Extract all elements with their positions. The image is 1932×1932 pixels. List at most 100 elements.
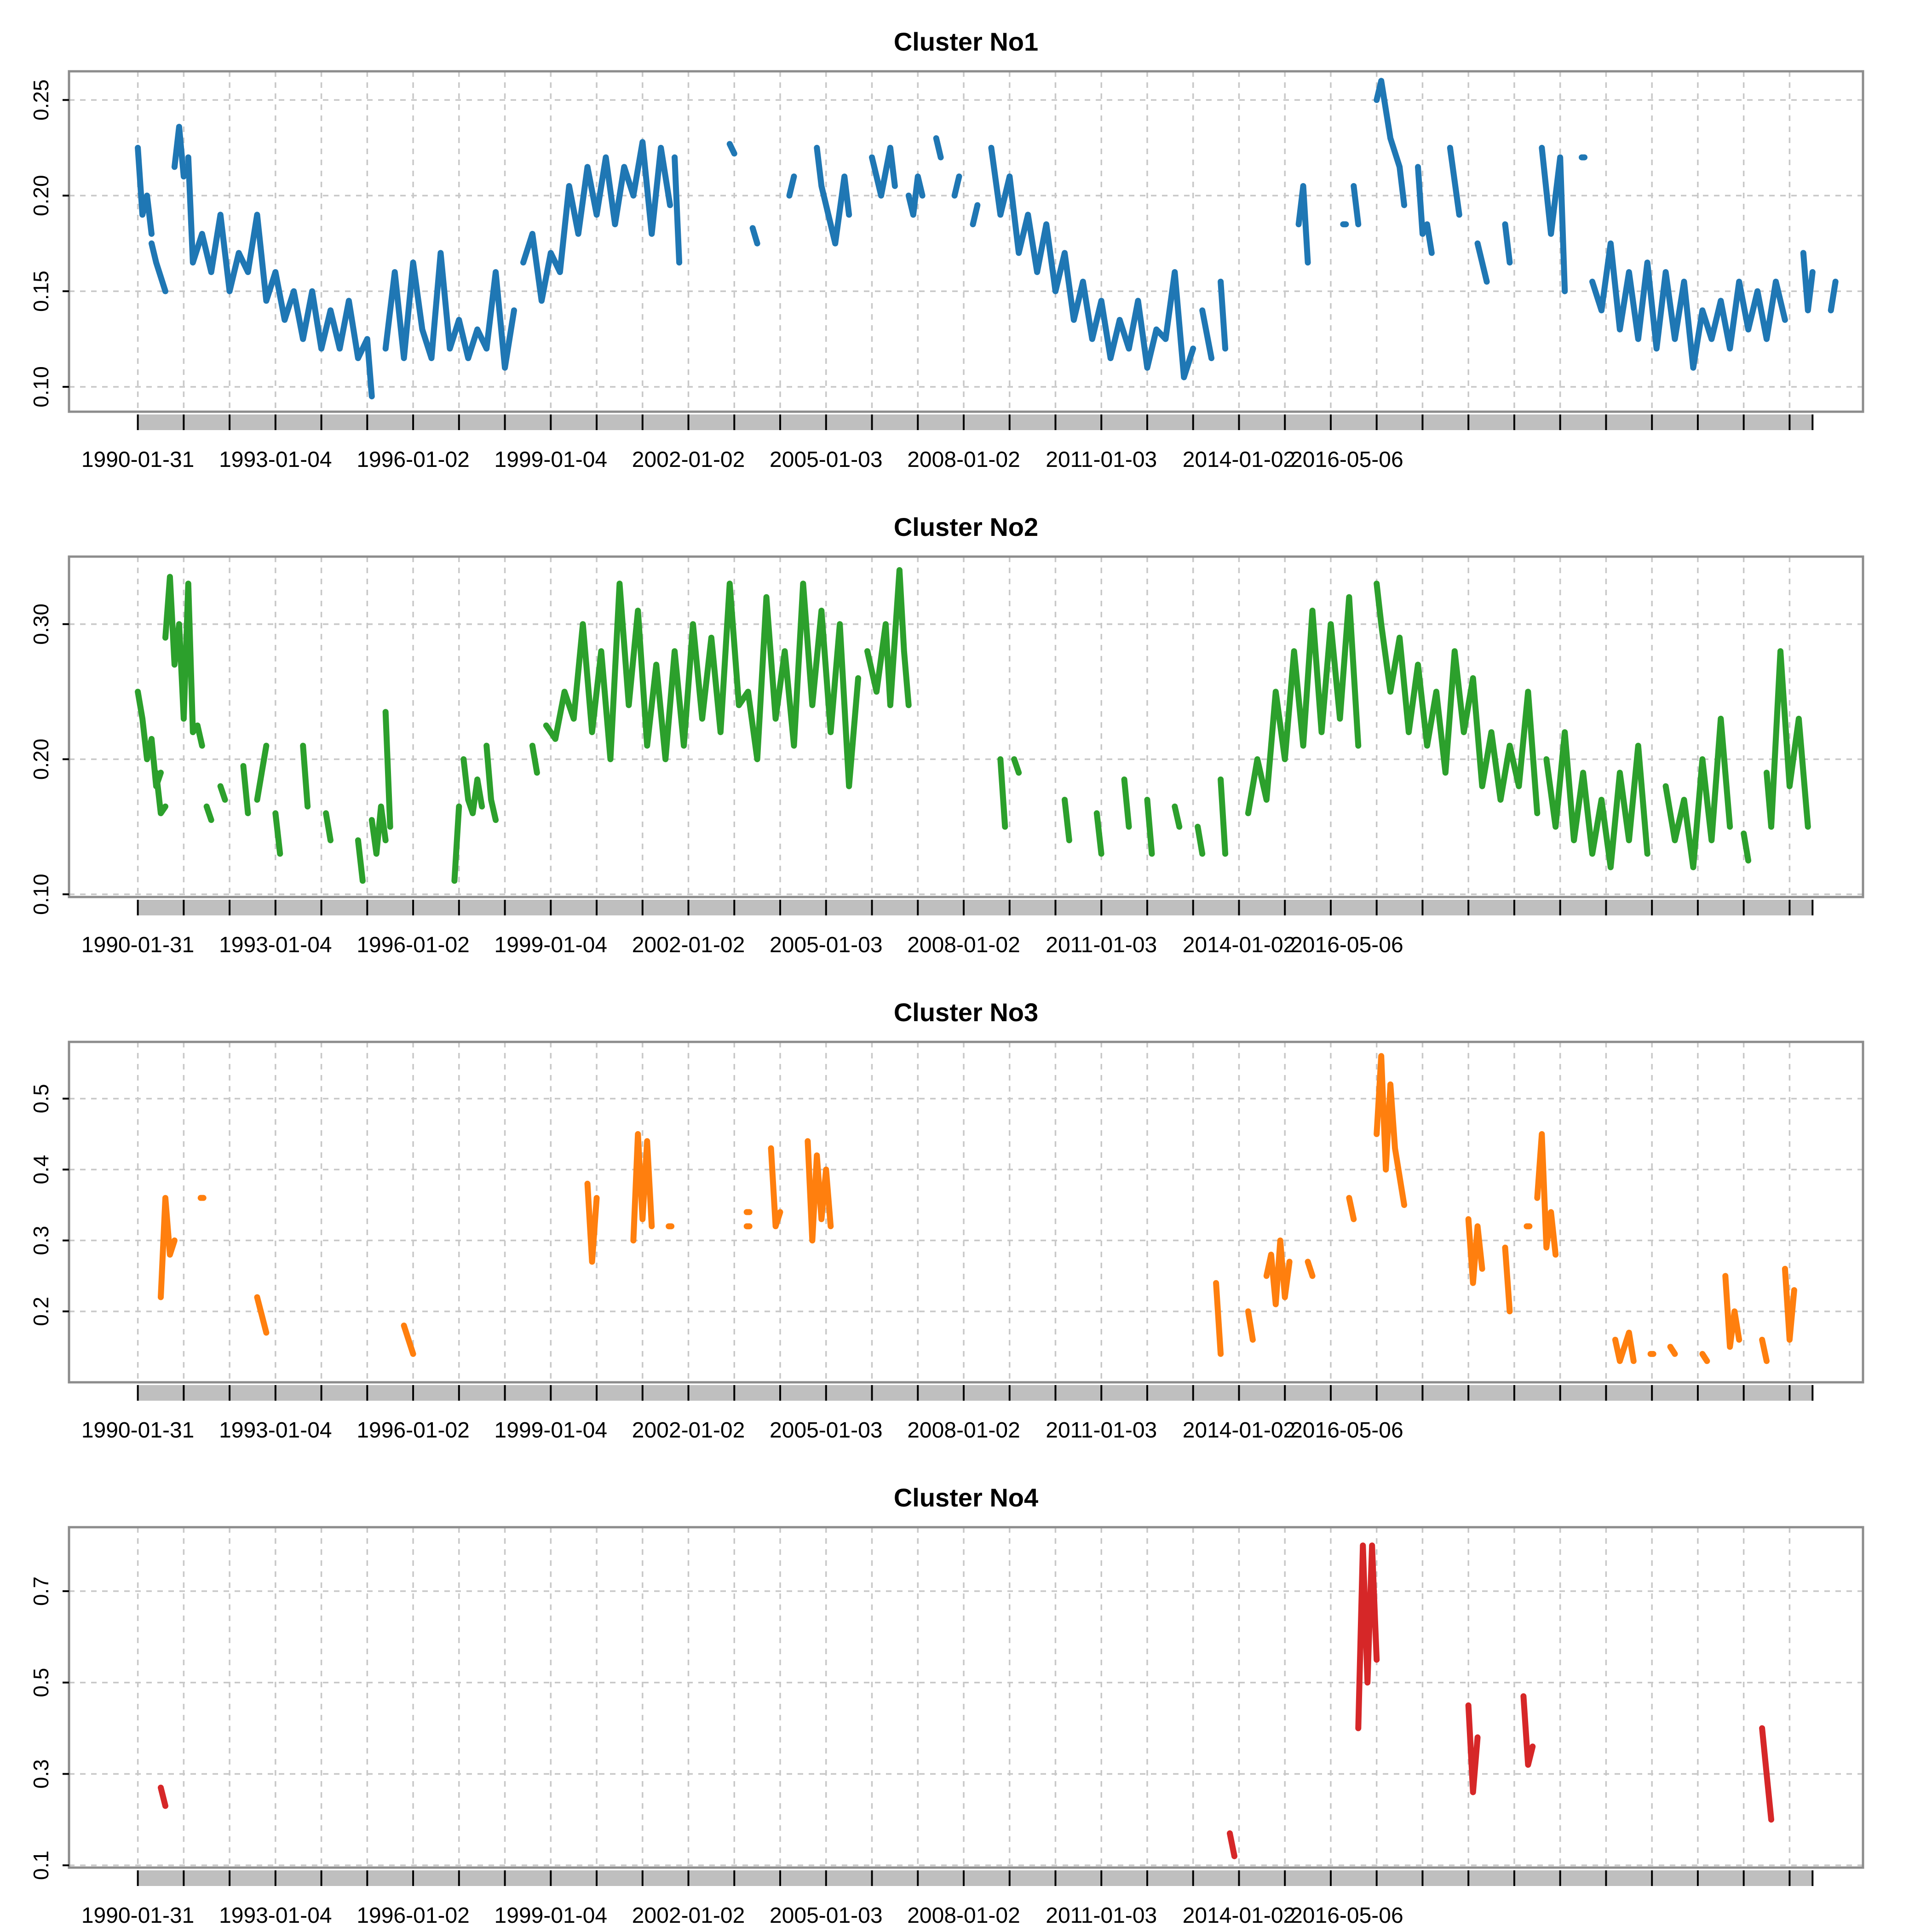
panel-2-ytick-label: 0.30 <box>29 604 53 645</box>
panel-2-series-segment <box>483 742 499 823</box>
panel-2-xtick-label: 1999-01-04 <box>494 933 608 957</box>
panel-3-series-segment <box>1759 1337 1770 1364</box>
panel-3-xtick-label: 1996-01-02 <box>356 1418 470 1443</box>
panel-3-series-segment <box>254 1294 270 1336</box>
panel-3-series-segment <box>1667 1344 1678 1357</box>
panel-3-series-segment <box>1612 1329 1637 1364</box>
panel-2-series-segment <box>368 803 389 857</box>
panel-2-xtick-label: 2008-01-02 <box>907 933 1020 957</box>
panel-1-series-segment <box>786 173 797 199</box>
panel-2-series-segment <box>300 742 311 810</box>
panel-2-series-segment <box>460 756 485 816</box>
panel-2-series-segment <box>1543 729 1650 870</box>
panel-3-series-segment <box>1305 1259 1316 1279</box>
panel-4-xtick-label: 2008-01-02 <box>907 1903 1020 1928</box>
panel-2-series-segment <box>1245 594 1362 816</box>
panel-3-series-segment <box>630 1131 655 1244</box>
panel-2-series-segment <box>1662 715 1733 870</box>
panel-1-series-segment <box>135 144 155 237</box>
panel-1-series-segment <box>1295 183 1311 266</box>
panel-2-xtick-label: 1990-01-31 <box>81 933 195 957</box>
panel-4-xtick-label: 1996-01-02 <box>356 1903 470 1928</box>
panel-1-series-segment <box>1374 78 1408 208</box>
panel-1-series-segment <box>905 173 926 218</box>
panel-2-series-segment <box>1144 797 1155 857</box>
panel-2-series-segment <box>355 837 366 884</box>
panel-1-axis-band <box>138 414 1813 430</box>
panel-4-series-segment <box>1520 1693 1536 1768</box>
panel-2-frame <box>68 555 1864 898</box>
panel-2-series-segment <box>864 567 912 708</box>
panel-3-series-segment <box>1502 1244 1513 1315</box>
panel-1-xtick-label: 2002-01-02 <box>632 448 745 472</box>
panel-4-ytick-label: 0.7 <box>29 1576 53 1606</box>
panel-2-xtick-label: 1996-01-02 <box>356 933 470 957</box>
panel-4-frame <box>68 1526 1864 1869</box>
panel-4-ytick-label: 0.5 <box>29 1668 53 1697</box>
panel-1-series-segment <box>970 202 981 228</box>
panel-3-ytick-label: 0.5 <box>29 1084 53 1113</box>
panel-1-ytick-label: 0.25 <box>29 80 53 121</box>
panel-3-series-segment <box>1245 1308 1256 1343</box>
panel-3-series-segment <box>1699 1351 1710 1364</box>
panel-2-series-segment <box>543 581 862 789</box>
panel-3-series-segment <box>1213 1280 1224 1357</box>
panel-1-xtick-label: 1996-01-02 <box>356 448 470 472</box>
panel-3-xtick-label: 2014-01-02 <box>1183 1418 1296 1443</box>
panel-1-series-segment <box>951 173 962 199</box>
panel-2-series-segment <box>997 756 1008 830</box>
panel-1-xtick-label: 2008-01-02 <box>907 448 1020 472</box>
panel-1-xtick-label: 1993-01-04 <box>219 448 332 472</box>
panel-2-xtick-label: 2016-05-06 <box>1290 933 1403 957</box>
panel-4-series-segment <box>1227 1830 1237 1859</box>
panel-1-series-segment <box>726 141 737 157</box>
panel-3-series-segment <box>1534 1131 1559 1258</box>
panel-3-xtick-label: 1993-01-04 <box>219 1418 332 1443</box>
panel-4-xtick-label: 2011-01-03 <box>1046 1903 1157 1928</box>
panel-3-ytick-label: 0.4 <box>29 1155 53 1184</box>
panel-1-ytick-label: 0.10 <box>29 366 53 408</box>
panel-3-series-segment <box>1374 1053 1408 1208</box>
panel-2-xtick-label: 1993-01-04 <box>219 933 332 957</box>
panel-1-series-segment <box>672 154 683 266</box>
panel-4-series-segment <box>158 1784 168 1809</box>
panel-1-xtick-label: 2016-05-06 <box>1290 448 1403 472</box>
panel-3-series-segment <box>1722 1273 1742 1350</box>
panel-4-xtick-label: 2016-05-06 <box>1290 1903 1403 1928</box>
panel-2-ytick-label: 0.10 <box>29 874 53 915</box>
panel-4-xtick-label: 1990-01-31 <box>81 1903 195 1928</box>
panel-4-series-segment <box>1759 1725 1774 1823</box>
panel-3-series-segment <box>1263 1237 1293 1307</box>
panel-3-frame <box>68 1041 1864 1384</box>
panel-1-series-segment <box>382 250 517 371</box>
panel-2-series-segment <box>1764 648 1811 830</box>
panel-3-series-segment <box>584 1180 600 1265</box>
panel-2-series-segment <box>240 763 251 816</box>
panel-2-series-segment <box>529 742 540 776</box>
panel-1-series-segment <box>1502 221 1513 266</box>
panel-3-series-segment <box>401 1322 416 1357</box>
panel-2-series-segment <box>254 742 270 803</box>
panel-4-xtick-label: 1993-01-04 <box>219 1903 332 1928</box>
panel-1-series-segment <box>1199 307 1215 362</box>
panel-3-xtick-label: 1999-01-04 <box>494 1418 608 1443</box>
panel-1-series-segment <box>1589 240 1788 371</box>
panel-1-series-segment <box>1218 278 1229 352</box>
panel-1-series-segment <box>1447 144 1462 218</box>
panel-2-series-segment <box>1374 581 1541 816</box>
panel-4-xtick-label: 2002-01-02 <box>632 1903 745 1928</box>
panel-1-series-segment <box>1474 240 1490 285</box>
panel-2-series-segment <box>272 810 283 857</box>
panel-3-ytick-label: 0.2 <box>29 1297 53 1326</box>
panel-3-xtick-label: 2008-01-02 <box>907 1418 1020 1443</box>
panel-3-xtick-label: 2002-01-02 <box>632 1418 745 1443</box>
panel-1-xtick-label: 1999-01-04 <box>494 448 608 472</box>
panel-1-xtick-label: 2005-01-03 <box>770 448 883 472</box>
panel-2-series-segment <box>382 709 393 830</box>
panel-2-series-segment <box>1218 776 1229 857</box>
panel-4-series-segment <box>1465 1702 1481 1795</box>
panel-4-xtick-label: 1999-01-04 <box>494 1903 608 1928</box>
panel-3-axis-band <box>138 1385 1813 1401</box>
